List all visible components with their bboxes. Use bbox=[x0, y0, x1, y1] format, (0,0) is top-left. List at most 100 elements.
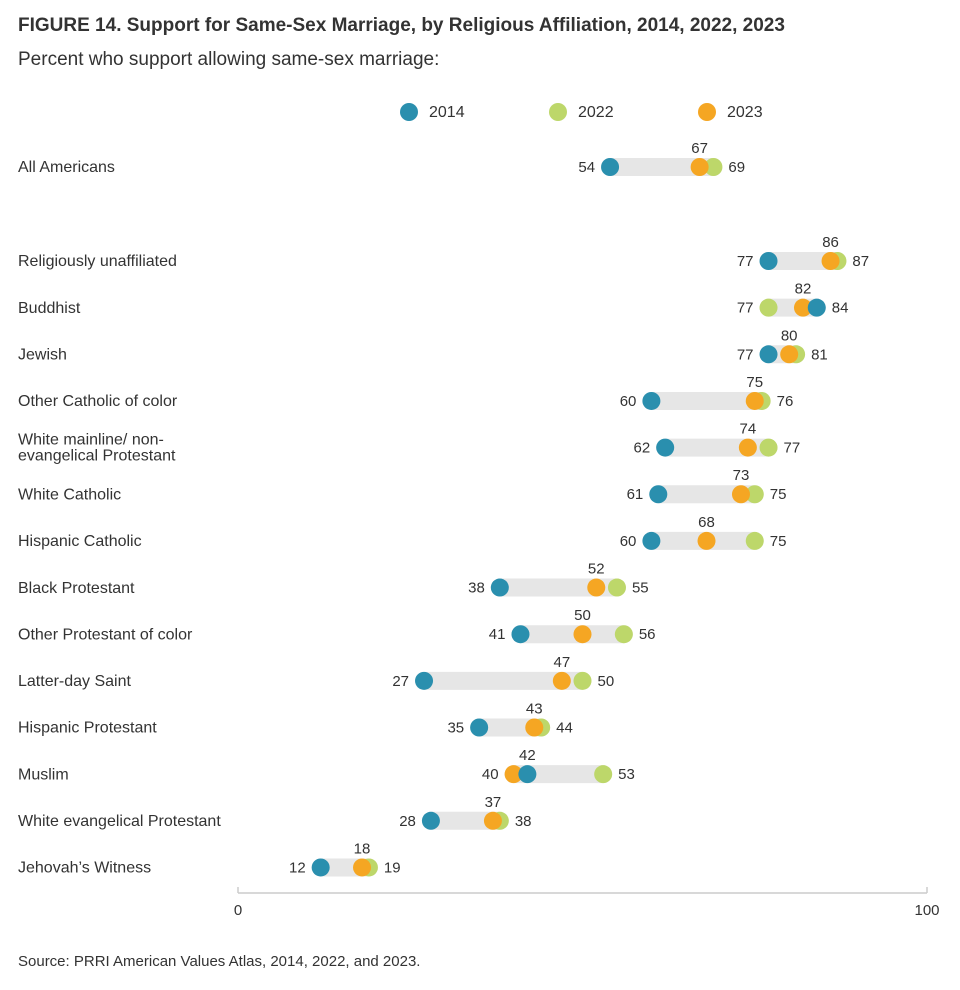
legend-label: 2023 bbox=[727, 104, 763, 121]
dot bbox=[601, 158, 620, 176]
value-label: 87 bbox=[852, 253, 869, 270]
dot bbox=[745, 391, 764, 410]
dot bbox=[642, 531, 661, 550]
value-label: 77 bbox=[737, 300, 754, 317]
category-label: White evangelical Protestant bbox=[18, 813, 221, 830]
x-tick-label: 100 bbox=[914, 902, 939, 919]
value-label: 54 bbox=[578, 159, 595, 176]
dot bbox=[821, 252, 840, 270]
dot bbox=[738, 438, 757, 457]
value-label: 50 bbox=[598, 673, 615, 690]
value-label: 77 bbox=[737, 253, 754, 270]
value-label: 44 bbox=[556, 719, 573, 736]
value-label: 76 bbox=[777, 393, 794, 410]
category-label: Black Protestant bbox=[18, 580, 135, 597]
value-label: 55 bbox=[632, 580, 649, 597]
dot bbox=[704, 158, 723, 176]
dot bbox=[573, 625, 592, 644]
dot bbox=[656, 438, 675, 457]
dot bbox=[649, 485, 668, 504]
value-label: 37 bbox=[485, 794, 502, 811]
value-label: 75 bbox=[770, 533, 787, 550]
category-label: Muslim bbox=[18, 766, 69, 783]
x-tick-label: 0 bbox=[234, 902, 242, 919]
value-label: 86 bbox=[822, 234, 839, 251]
legend-label: 2014 bbox=[429, 104, 465, 121]
dot bbox=[415, 671, 434, 690]
value-label: 38 bbox=[468, 580, 485, 597]
category-label: All Americans bbox=[18, 159, 115, 176]
chart-subtitle: Percent who support allowing same-sex ma… bbox=[18, 49, 439, 70]
value-label: 56 bbox=[639, 626, 656, 643]
dot bbox=[807, 298, 826, 317]
dot bbox=[690, 158, 709, 176]
legend-swatch bbox=[400, 103, 418, 121]
category-label-line: White mainline/ non- bbox=[18, 432, 164, 449]
dot bbox=[353, 858, 372, 877]
legend-swatch bbox=[549, 103, 567, 121]
category-label: Other Protestant of color bbox=[18, 626, 193, 643]
chart-title: FIGURE 14. Support for Same-Sex Marriage… bbox=[18, 15, 785, 36]
category-label: White mainline/ non-evangelical Protesta… bbox=[18, 432, 176, 465]
value-label: 81 bbox=[811, 346, 828, 363]
dot bbox=[745, 531, 764, 550]
value-label: 50 bbox=[574, 607, 591, 624]
category-label: Other Catholic of color bbox=[18, 393, 178, 410]
category-label: White Catholic bbox=[18, 486, 121, 503]
dot bbox=[470, 718, 489, 737]
value-label: 75 bbox=[770, 486, 787, 503]
dot bbox=[759, 438, 778, 457]
value-label: 82 bbox=[795, 281, 812, 298]
dot bbox=[573, 671, 592, 690]
category-label: Hispanic Catholic bbox=[18, 533, 142, 550]
value-label: 53 bbox=[618, 766, 635, 783]
source-note: Source: PRRI American Values Atlas, 2014… bbox=[18, 953, 420, 970]
dot bbox=[731, 485, 750, 504]
value-label: 43 bbox=[526, 700, 543, 717]
category-label: Jewish bbox=[18, 347, 67, 364]
category-label: Hispanic Protestant bbox=[18, 720, 157, 737]
dot bbox=[759, 298, 778, 317]
value-label: 19 bbox=[384, 859, 401, 876]
value-label: 61 bbox=[627, 486, 644, 503]
dot bbox=[421, 811, 440, 830]
dot bbox=[311, 858, 330, 877]
value-label: 74 bbox=[740, 421, 757, 438]
value-label: 28 bbox=[399, 813, 416, 830]
dot bbox=[759, 345, 778, 364]
value-label: 77 bbox=[737, 346, 754, 363]
category-label: Jehovah’s Witness bbox=[18, 860, 151, 877]
dot bbox=[793, 298, 812, 317]
value-label: 12 bbox=[289, 859, 306, 876]
dot bbox=[697, 531, 716, 550]
dot bbox=[490, 578, 509, 597]
dot bbox=[759, 252, 778, 270]
value-label: 73 bbox=[733, 467, 750, 484]
category-label-line: evangelical Protestant bbox=[18, 448, 176, 465]
value-label: 84 bbox=[832, 300, 849, 317]
value-label: 77 bbox=[784, 440, 801, 457]
value-label: 52 bbox=[588, 561, 605, 578]
value-label: 40 bbox=[482, 766, 499, 783]
value-label: 41 bbox=[489, 626, 506, 643]
value-label: 60 bbox=[620, 533, 637, 550]
dot bbox=[607, 578, 626, 597]
value-label: 18 bbox=[354, 840, 371, 857]
dot bbox=[745, 485, 764, 504]
dot bbox=[552, 671, 571, 690]
value-label: 80 bbox=[781, 327, 798, 344]
dot bbox=[780, 345, 799, 364]
value-label: 60 bbox=[620, 393, 637, 410]
value-label: 27 bbox=[392, 673, 409, 690]
value-label: 68 bbox=[698, 514, 715, 531]
value-label: 38 bbox=[515, 813, 532, 830]
dot bbox=[504, 765, 523, 784]
category-label: Buddhist bbox=[18, 300, 81, 317]
legend-label: 2022 bbox=[578, 104, 614, 121]
dot bbox=[642, 391, 661, 410]
dot bbox=[483, 811, 502, 830]
dot bbox=[614, 625, 633, 644]
value-label: 75 bbox=[746, 374, 763, 391]
dot bbox=[587, 578, 606, 597]
dot bbox=[594, 765, 613, 784]
